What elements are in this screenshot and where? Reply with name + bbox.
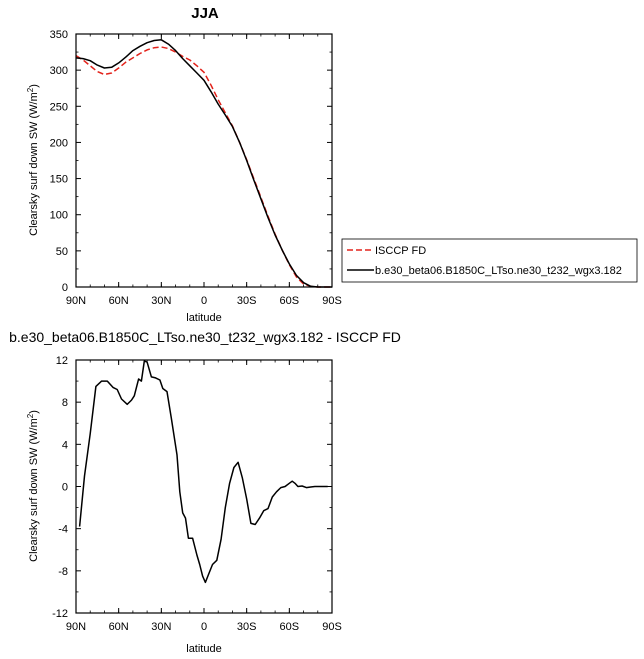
top-chart-x-tick-label: 90N bbox=[66, 295, 86, 307]
bottom-chart-y-tick-label: 8 bbox=[62, 397, 68, 409]
bottom-chart-x-tick-label: 60N bbox=[109, 621, 129, 633]
bottom-chart-y-tick-label: -8 bbox=[58, 566, 68, 578]
legend-label-model: b.e30_beta06.B1850C_LTso.ne30_t232_wgx3.… bbox=[375, 265, 622, 277]
bottom-chart-x-tick-label: 60S bbox=[280, 621, 300, 633]
bottom-chart-y-tick-label: 4 bbox=[62, 439, 68, 451]
bottom-chart-series-line-0 bbox=[78, 360, 328, 584]
top-chart-x-tick-label: 30S bbox=[237, 295, 257, 307]
bottom-chart-x-tick-label: 30S bbox=[237, 621, 257, 633]
bottom-chart-x-axis-label: latitude bbox=[186, 643, 221, 655]
top-chart-x-axis-label: latitude bbox=[186, 312, 221, 324]
bottom-chart-x-tick-label: 90S bbox=[322, 621, 342, 633]
top-chart-y-tick-label: 100 bbox=[50, 210, 68, 222]
top-chart-x-tick-label: 0 bbox=[201, 295, 207, 307]
top-chart-x-tick-label: 30N bbox=[151, 295, 171, 307]
top-chart-x-tick-label: 60S bbox=[280, 295, 300, 307]
top-chart-series-line-0 bbox=[75, 46, 332, 288]
top-chart-y-tick-label: 0 bbox=[62, 282, 68, 294]
top-chart-y-tick-label: 300 bbox=[50, 65, 68, 77]
bottom-chart-x-tick-label: 30N bbox=[151, 621, 171, 633]
bottom-chart-y-tick-label: -4 bbox=[58, 524, 68, 536]
top-chart-y-axis-label: Clearsky surf down SW (W/m2) bbox=[26, 84, 40, 236]
bottom-chart: b.e30_beta06.B1850C_LTso.ne30_t232_wgx3.… bbox=[9, 329, 401, 655]
top-chart-y-tick-label: 50 bbox=[56, 246, 68, 258]
top-chart-y-tick-label: 150 bbox=[50, 174, 68, 186]
bottom-chart-y-tick-label: 0 bbox=[62, 482, 68, 494]
top-chart-y-tick-label: 250 bbox=[50, 101, 68, 113]
top-chart-y-tick-label: 200 bbox=[50, 137, 68, 149]
top-chart-y-tick-label: 350 bbox=[50, 29, 68, 41]
bottom-chart-title: b.e30_beta06.B1850C_LTso.ne30_t232_wgx3.… bbox=[9, 329, 401, 345]
top-chart-x-tick-label: 60N bbox=[109, 295, 129, 307]
top-chart-title: JJA bbox=[191, 5, 219, 22]
bottom-chart-y-tick-label: 12 bbox=[56, 355, 68, 367]
bottom-chart-x-tick-label: 0 bbox=[201, 621, 207, 633]
bottom-chart-y-tick-label: -12 bbox=[52, 608, 68, 620]
top-chart: JJA 90N 60N 30N 0 30S 60S 90S 0 50 100 150 200 250 3… bbox=[26, 5, 638, 324]
bottom-chart-x-tick-label: 90N bbox=[66, 621, 86, 633]
top-chart-legend: ISCCP FD b.e30_beta06.B1850C_LTso.ne30_t… bbox=[341, 238, 638, 283]
legend-box bbox=[341, 238, 638, 283]
bottom-chart-plot-frame bbox=[75, 359, 333, 614]
top-chart-series-line-1 bbox=[75, 39, 332, 288]
bottom-chart-y-axis-label: Clearsky surf down SW (W/m2) bbox=[26, 410, 40, 562]
top-chart-x-tick-label: 90S bbox=[322, 295, 342, 307]
legend-label-isccp: ISCCP FD bbox=[375, 245, 426, 257]
